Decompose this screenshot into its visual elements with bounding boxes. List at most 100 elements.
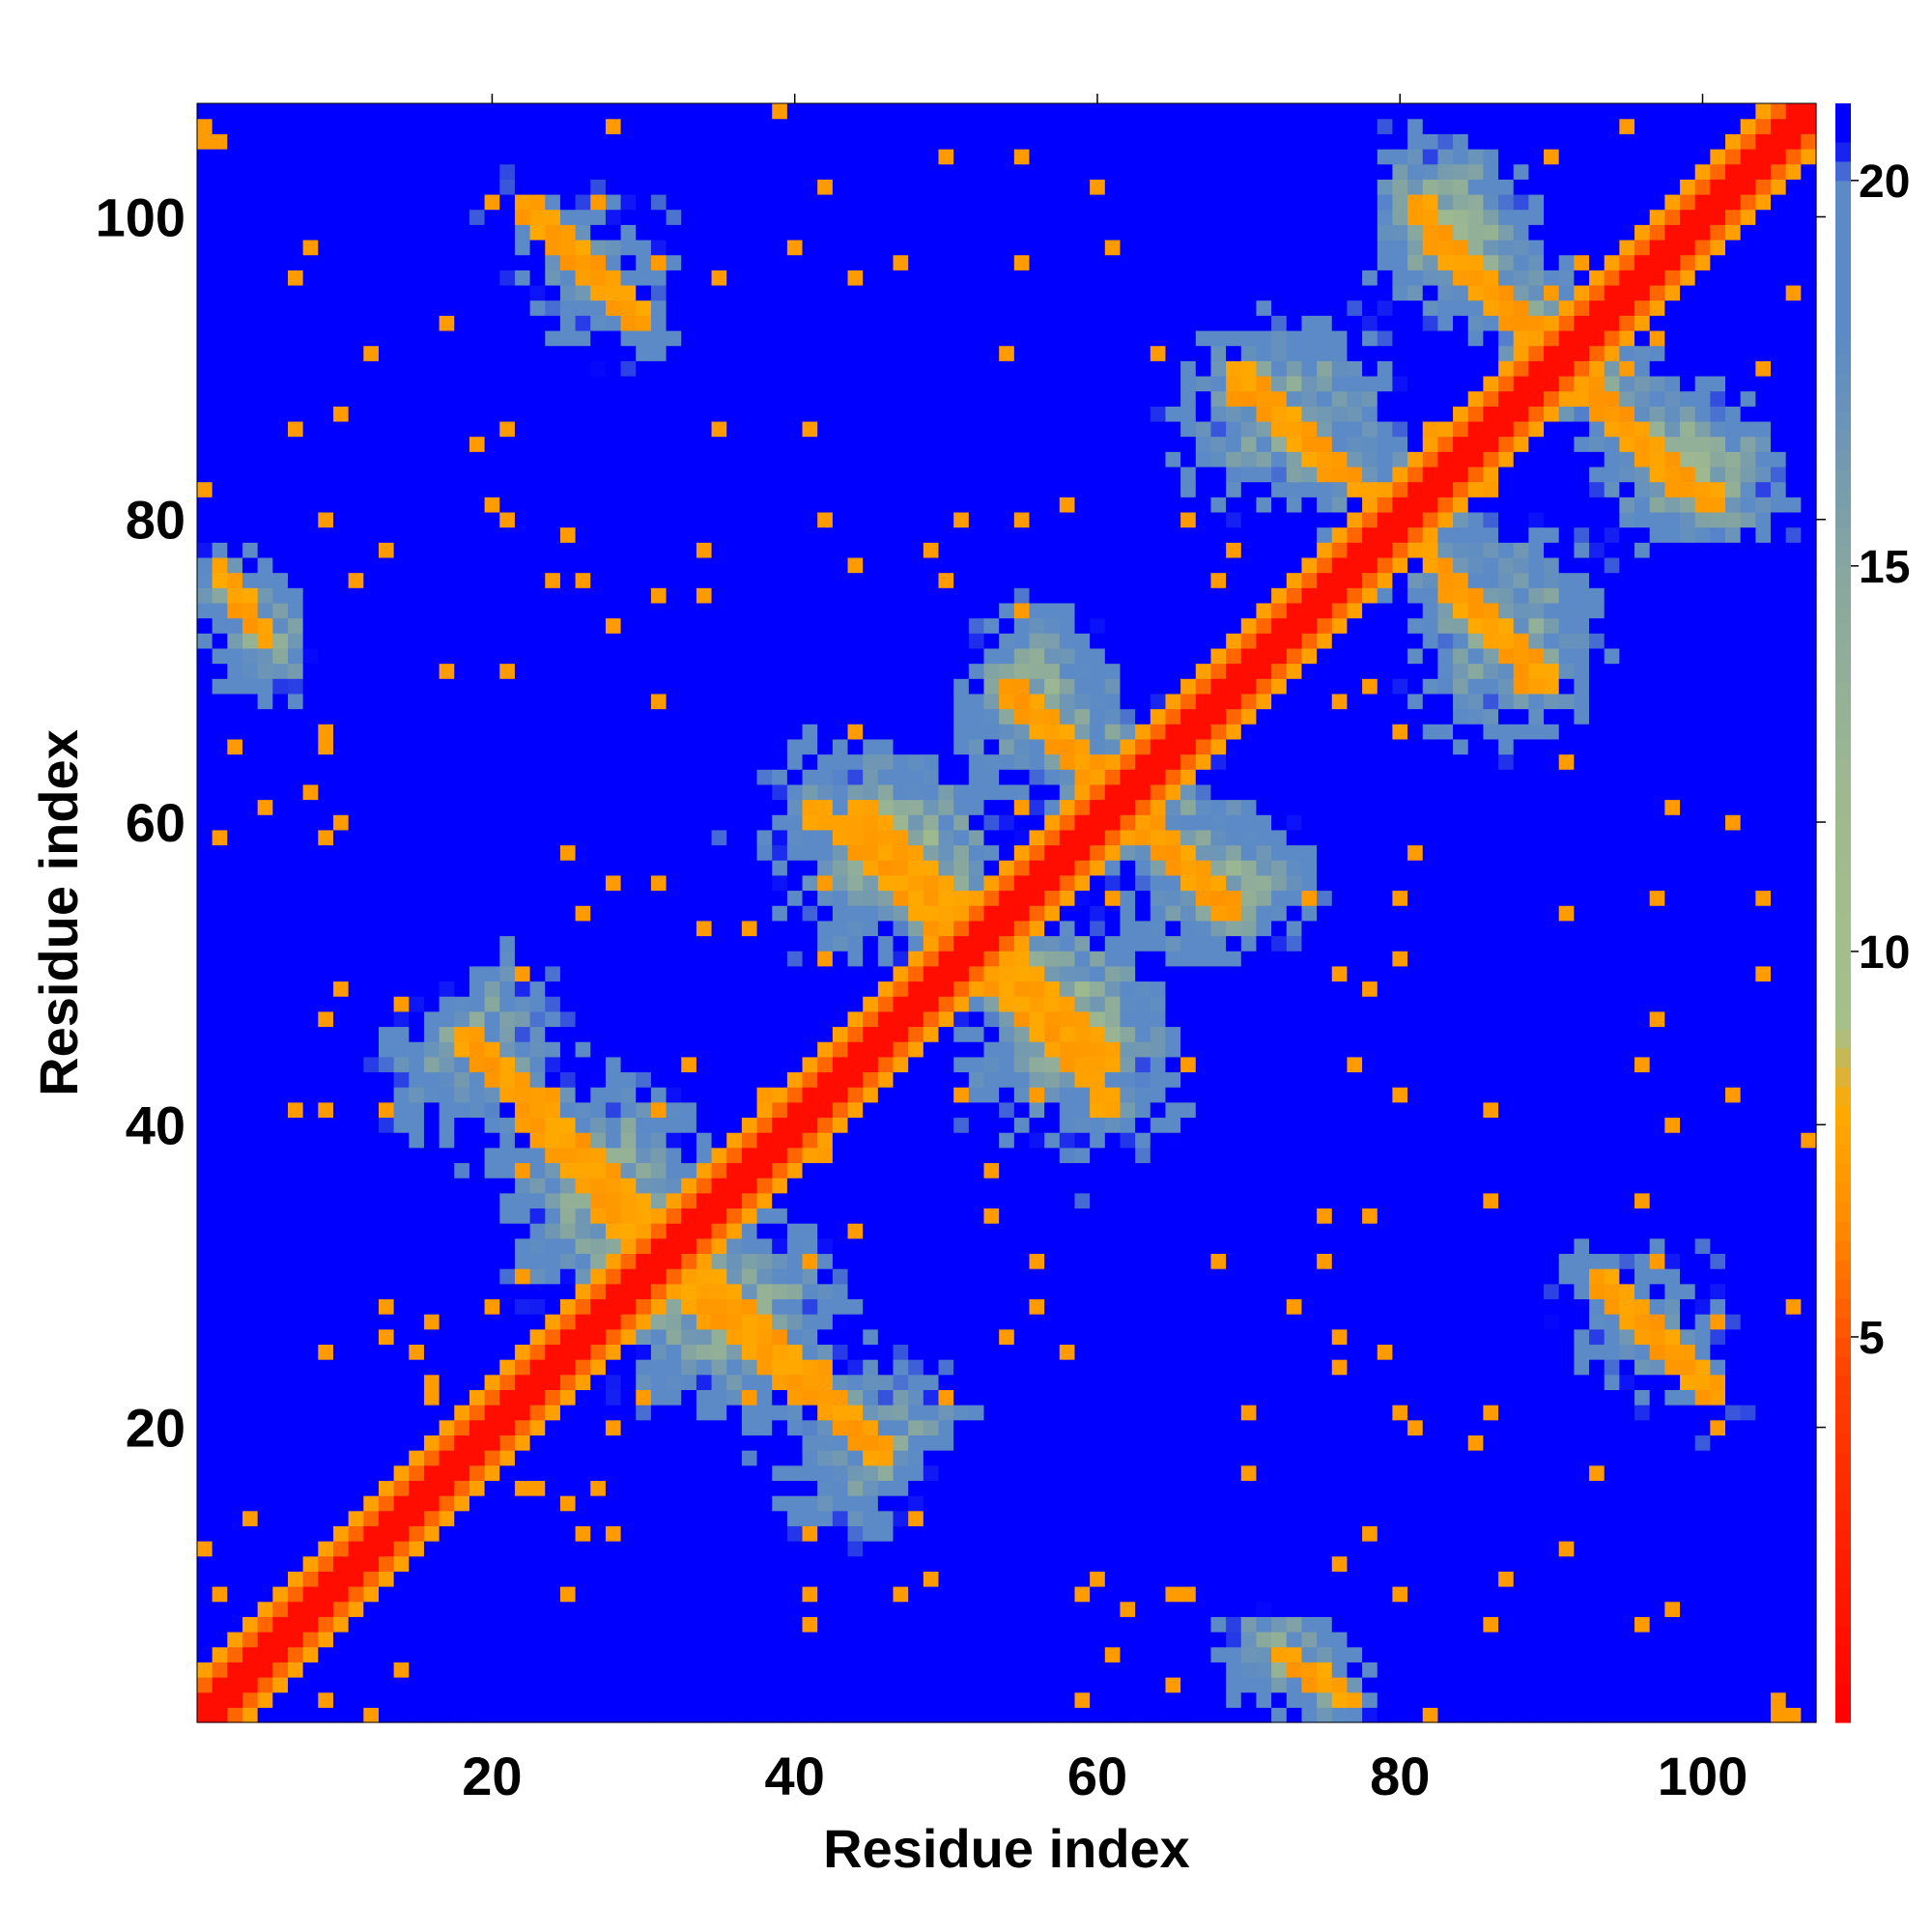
heatmap-cell	[681, 1405, 697, 1421]
heatmap-cell	[711, 890, 727, 906]
heatmap-cell	[378, 1389, 395, 1406]
heatmap-cell	[197, 179, 213, 195]
heatmap-cell	[650, 481, 668, 497]
heatmap-cell	[696, 1026, 713, 1042]
heatmap-cell	[590, 1253, 607, 1269]
heatmap-cell	[514, 633, 531, 649]
heatmap-cell	[605, 1087, 622, 1103]
heatmap-cell	[893, 935, 909, 952]
heatmap-cell	[620, 329, 637, 347]
heatmap-cell	[711, 951, 727, 967]
heatmap-cell	[242, 1389, 259, 1406]
heatmap-cell	[499, 1359, 516, 1376]
heatmap-cell	[650, 511, 668, 528]
heatmap-cell	[590, 753, 607, 770]
heatmap-cell	[529, 1223, 546, 1239]
heatmap-cell	[469, 1359, 486, 1376]
heatmap-cell	[378, 1223, 395, 1239]
heatmap-cell	[272, 270, 289, 286]
heatmap-cell	[318, 1405, 334, 1421]
heatmap-cell	[272, 753, 289, 770]
heatmap-cell	[514, 526, 531, 543]
heatmap-cell	[832, 890, 849, 906]
heatmap-cell	[863, 1010, 879, 1028]
heatmap-cell	[696, 375, 713, 392]
heatmap-cell	[529, 1389, 546, 1406]
heatmap-cell	[786, 511, 804, 528]
heatmap-cell	[802, 1101, 818, 1119]
heatmap-cell	[514, 693, 531, 710]
heatmap-cell	[409, 572, 425, 588]
heatmap-cell	[439, 1223, 455, 1239]
heatmap-cell	[499, 1677, 516, 1693]
heatmap-cell	[242, 678, 259, 695]
heatmap-cell	[559, 420, 577, 438]
heatmap-cell	[772, 814, 788, 831]
heatmap-cell	[756, 390, 773, 407]
heatmap-cell	[484, 1117, 500, 1133]
heatmap-cell	[257, 708, 273, 724]
heatmap-cell	[711, 451, 727, 468]
heatmap-cell	[877, 224, 895, 241]
heatmap-cell	[893, 1283, 909, 1300]
heatmap-cell	[636, 1646, 652, 1662]
heatmap-cell	[529, 542, 546, 558]
heatmap-cell	[636, 1117, 652, 1133]
heatmap-cell	[590, 996, 607, 1012]
heatmap-cell	[772, 1283, 788, 1300]
heatmap-cell	[454, 466, 470, 483]
heatmap-cell	[363, 1237, 380, 1255]
heatmap-cell	[893, 1480, 909, 1496]
heatmap-cell	[590, 1707, 607, 1723]
heatmap-cell	[847, 1510, 864, 1526]
heatmap-cell	[242, 542, 259, 558]
heatmap-cell	[877, 783, 895, 801]
heatmap-cell	[756, 1223, 773, 1239]
heatmap-cell	[423, 769, 440, 785]
heatmap-cell	[545, 1707, 561, 1723]
heatmap-cell	[847, 617, 864, 634]
heatmap-cell	[242, 1132, 259, 1149]
heatmap-cell	[636, 239, 652, 256]
heatmap-cell	[877, 1010, 895, 1028]
heatmap-cell	[469, 1314, 486, 1330]
heatmap-cell	[332, 345, 350, 361]
heatmap-cell	[454, 935, 470, 952]
heatmap-cell	[636, 602, 652, 619]
heatmap-cell	[529, 406, 546, 422]
heatmap-cell	[257, 1253, 273, 1269]
heatmap-cell	[469, 1691, 486, 1708]
heatmap-cell	[287, 587, 304, 604]
heatmap-cell	[484, 497, 500, 513]
heatmap-cell	[332, 920, 350, 937]
heatmap-cell	[590, 572, 607, 588]
heatmap-cell	[605, 799, 622, 815]
heatmap-cell	[363, 360, 380, 377]
heatmap-cell	[499, 345, 516, 361]
heatmap-cell	[227, 254, 243, 270]
heatmap-cell	[272, 1087, 289, 1103]
heatmap-cell	[620, 1601, 637, 1617]
heatmap-cell	[726, 905, 743, 922]
heatmap-cell	[197, 587, 213, 604]
heatmap-cell	[817, 299, 834, 316]
heatmap-cell	[257, 572, 273, 588]
heatmap-cell	[575, 360, 591, 377]
heatmap-cell	[484, 1359, 500, 1376]
heatmap-cell	[318, 1495, 334, 1512]
heatmap-cell	[302, 1314, 319, 1330]
heatmap-cell	[423, 254, 440, 270]
heatmap-cell	[696, 193, 713, 211]
heatmap-cell	[423, 224, 440, 241]
heatmap-cell	[863, 254, 879, 270]
heatmap-cell	[741, 1525, 758, 1542]
heatmap-cell	[590, 1495, 607, 1512]
heatmap-cell	[877, 1601, 895, 1617]
heatmap-cell	[287, 814, 304, 831]
heatmap-cell	[650, 1525, 668, 1542]
heatmap-cell	[726, 1192, 743, 1209]
heatmap-cell	[863, 1616, 879, 1633]
heatmap-cell	[590, 1117, 607, 1133]
heatmap-cell	[242, 860, 259, 876]
heatmap-cell	[212, 724, 228, 740]
